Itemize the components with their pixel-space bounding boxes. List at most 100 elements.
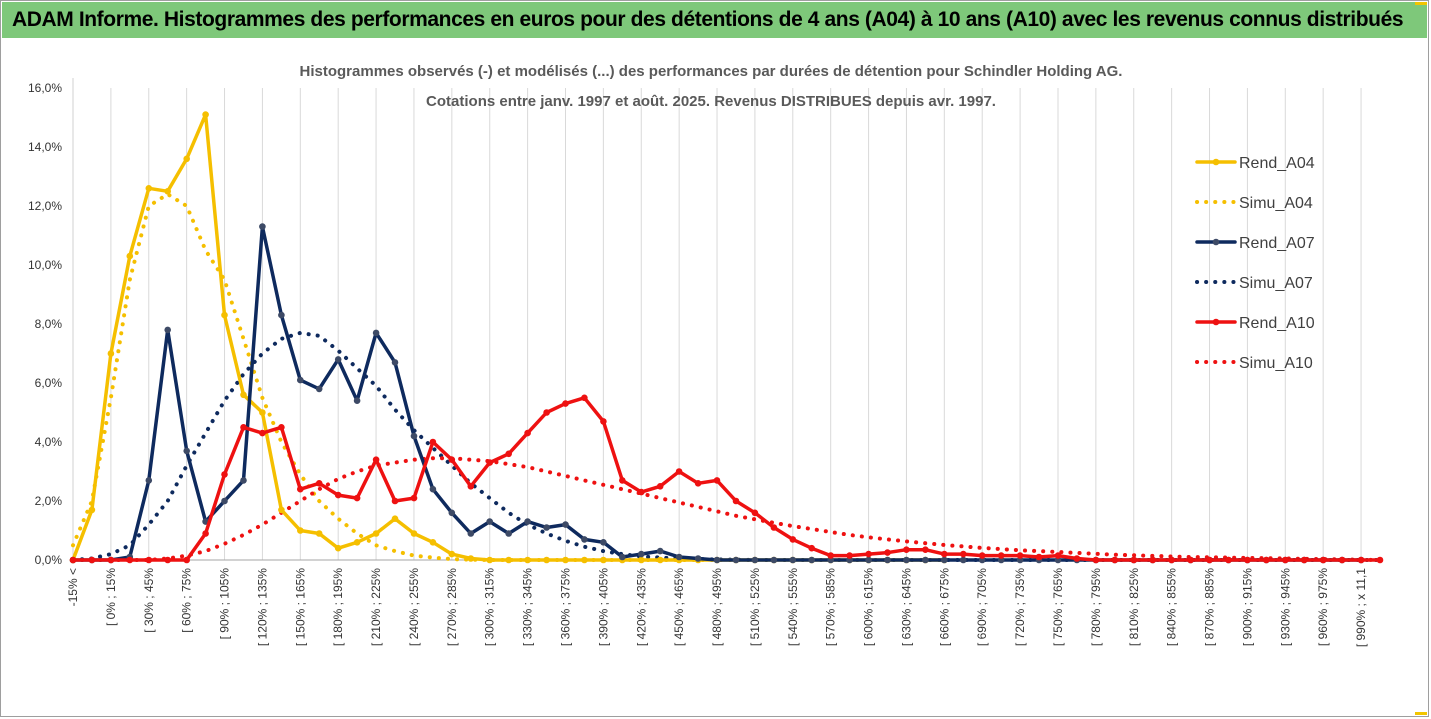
data-point — [183, 556, 190, 564]
data-point — [107, 350, 115, 357]
data-point — [1357, 556, 1365, 564]
data-point — [334, 544, 342, 552]
data-point — [88, 506, 96, 514]
data-point — [505, 530, 512, 537]
x-tick-label: [ 60% ; 75% — [180, 568, 194, 633]
data-point — [770, 524, 778, 531]
data-point — [922, 546, 929, 553]
x-tick-label: [ 630% ; 645% — [899, 568, 913, 646]
legend-label: Simu_A07 — [1239, 275, 1313, 292]
x-tick-label: [ 750% ; 765% — [1051, 568, 1065, 646]
x-tick-label: [ 990% ; x 11,1 — [1354, 568, 1368, 647]
data-point — [770, 556, 778, 564]
data-point — [334, 356, 342, 363]
legend-marker — [1212, 158, 1220, 166]
data-point — [202, 111, 209, 118]
data-point — [562, 521, 569, 528]
data-point — [221, 471, 228, 478]
x-tick-label: [ 690% ; 705% — [975, 568, 989, 646]
data-point — [372, 329, 380, 337]
x-tick-label: [ 300% ; 315% — [483, 568, 497, 646]
data-point — [524, 429, 531, 437]
data-point — [183, 447, 190, 455]
data-point — [751, 556, 759, 564]
data-point — [1092, 556, 1100, 564]
data-point — [1111, 556, 1119, 564]
x-tick-label: [ 720% ; 735% — [1013, 568, 1027, 646]
data-point — [467, 530, 475, 537]
x-tick-label: [ 0% ; 15% — [104, 568, 118, 626]
data-point — [278, 506, 285, 514]
data-point — [619, 553, 626, 561]
data-point — [372, 530, 380, 537]
series-line-rend-a04 — [71, 112, 947, 562]
y-tick-label: 8,0% — [35, 317, 63, 331]
data-point — [240, 477, 247, 484]
data-point — [353, 494, 361, 502]
data-point — [221, 497, 228, 505]
legend-label: Rend_A04 — [1239, 155, 1315, 172]
x-tick-label: [ 510% ; 525% — [748, 568, 762, 646]
x-tick-label: [ 120% ; 135% — [255, 568, 269, 646]
data-point — [1338, 556, 1346, 564]
data-point — [505, 556, 512, 564]
series-line-simu-a04 — [71, 192, 947, 562]
data-point — [960, 550, 967, 558]
data-point — [581, 394, 588, 402]
data-point — [221, 311, 228, 319]
data-point — [1244, 556, 1251, 564]
x-tick-label: [ 960% ; 975% — [1316, 568, 1330, 646]
data-point — [297, 527, 304, 534]
data-point — [638, 488, 645, 496]
data-point — [259, 409, 266, 416]
data-point — [789, 536, 797, 543]
data-point — [941, 550, 948, 558]
banner: ADAM Informe. Histogrammes des performan… — [2, 2, 1427, 38]
data-point — [126, 252, 134, 260]
chart-subtitle: Cotations entre janv. 1997 et août. 2025… — [426, 93, 996, 110]
data-point — [448, 509, 456, 517]
data-point — [656, 556, 664, 564]
data-point — [581, 536, 588, 543]
data-point — [334, 491, 342, 499]
data-point — [751, 509, 759, 517]
x-tick-label: [ 240% ; 255% — [407, 568, 421, 646]
data-point — [391, 515, 399, 522]
x-tick-label: [ 930% ; 945% — [1278, 568, 1292, 646]
legend-label: Simu_A10 — [1239, 355, 1313, 372]
data-point — [903, 556, 910, 564]
data-point — [732, 497, 740, 505]
legend-marker — [1212, 238, 1220, 246]
x-tick-label: [ 360% ; 375% — [558, 568, 572, 646]
data-point — [638, 550, 645, 558]
data-point — [429, 485, 437, 493]
y-tick-label: 2,0% — [35, 494, 63, 508]
x-tick-label: [ 180% ; 195% — [331, 568, 345, 646]
data-point — [543, 556, 550, 564]
data-point — [638, 556, 645, 564]
data-point — [846, 552, 853, 559]
x-tick-label: -15% < — [66, 568, 80, 606]
data-point — [1130, 556, 1138, 564]
data-point — [448, 456, 456, 464]
data-point — [865, 550, 872, 558]
data-point — [1300, 556, 1308, 564]
data-point — [429, 438, 437, 446]
data-point — [467, 483, 475, 490]
data-point — [675, 468, 683, 475]
data-point — [600, 539, 607, 546]
data-point — [1035, 553, 1043, 561]
data-point — [164, 326, 171, 334]
data-point — [1187, 556, 1194, 564]
data-point — [467, 555, 475, 562]
data-point — [562, 400, 569, 407]
data-point — [278, 311, 285, 319]
data-point — [164, 188, 171, 195]
x-tick-label: [ 570% ; 585% — [824, 568, 838, 646]
data-point — [732, 556, 740, 564]
data-point — [278, 424, 285, 431]
data-point — [448, 550, 456, 558]
x-tick-label: [ 90% ; 105% — [218, 568, 232, 640]
data-point — [922, 556, 929, 564]
